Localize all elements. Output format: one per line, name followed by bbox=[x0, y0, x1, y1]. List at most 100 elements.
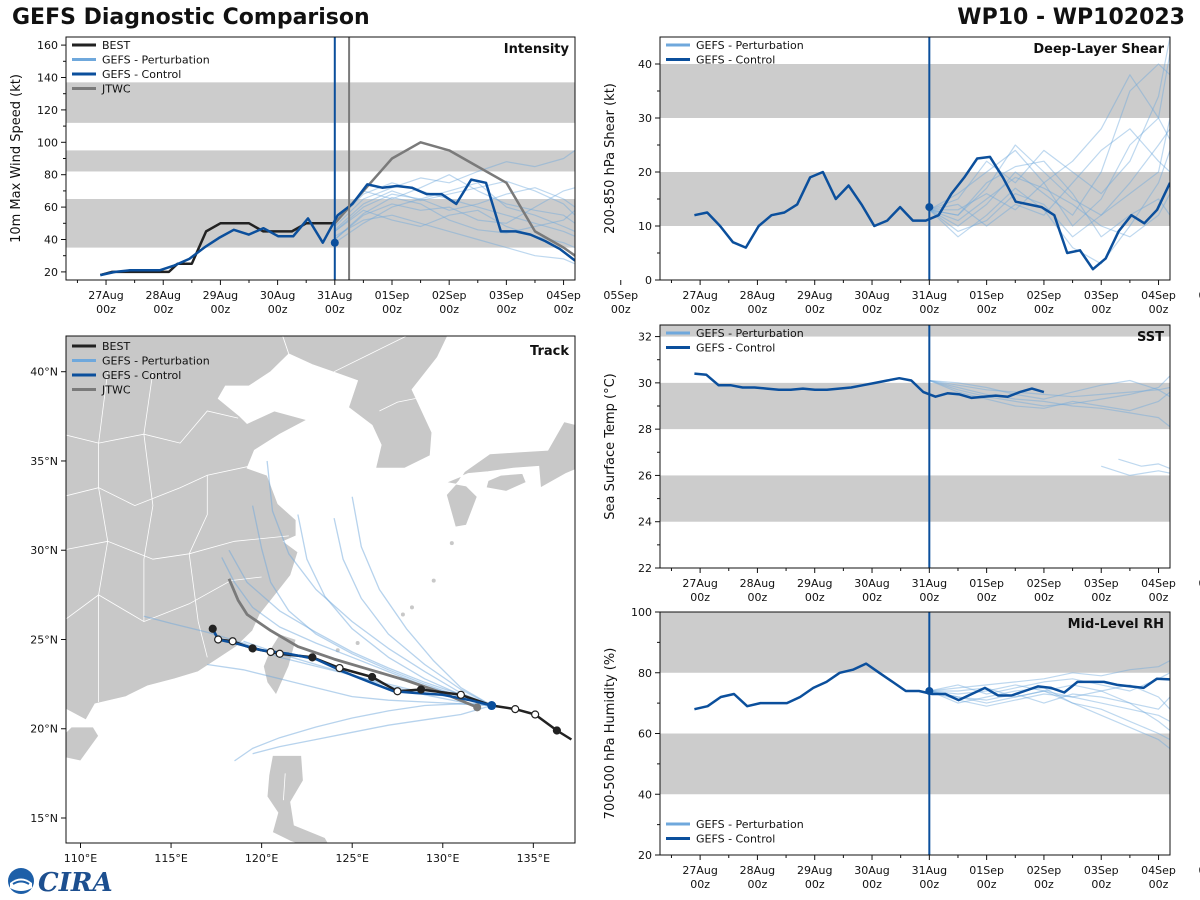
x-tick-label: 29Aug bbox=[203, 289, 238, 302]
perturbation-series-line bbox=[334, 214, 575, 265]
province-border bbox=[283, 773, 286, 801]
control-init-marker bbox=[925, 203, 934, 212]
y-tick-label: 28 bbox=[638, 423, 652, 436]
perturbation-series-line bbox=[1101, 465, 1170, 476]
x-tick-sublabel: 00z bbox=[977, 591, 997, 604]
shear-panel: 01020304027Aug00z28Aug00z29Aug00z30Aug00… bbox=[603, 36, 1200, 316]
x-tick-label: 29Aug bbox=[797, 864, 832, 877]
perturbation-series-line bbox=[929, 690, 1170, 722]
shaded-band bbox=[66, 82, 575, 123]
x-tick-label: 27Aug bbox=[682, 289, 717, 302]
panel-title: Intensity bbox=[504, 42, 570, 57]
perturbation-series-line bbox=[334, 174, 575, 224]
y-tick-label: 40°N bbox=[30, 366, 58, 379]
perturbation-series-line bbox=[929, 379, 1170, 412]
x-tick-label: 27Aug bbox=[682, 864, 717, 877]
control-init-marker bbox=[487, 701, 497, 711]
province-border bbox=[98, 371, 109, 702]
x-tick-label: 31Aug bbox=[317, 289, 352, 302]
x-tick-label: 03Sep bbox=[1084, 289, 1119, 302]
x-tick-label: 29Aug bbox=[797, 577, 832, 590]
perturbation-series-line bbox=[929, 375, 1170, 407]
x-tick-sublabel: 00z bbox=[977, 878, 997, 891]
island-land bbox=[293, 842, 295, 843]
legend-label: GEFS - Control bbox=[102, 68, 181, 81]
x-tick-sublabel: 00z bbox=[748, 303, 768, 316]
plot-frame bbox=[65, 335, 576, 844]
x-tick-sublabel: 00z bbox=[96, 303, 116, 316]
x-tick-sublabel: 00z bbox=[554, 303, 574, 316]
rh-plot-area bbox=[660, 612, 1170, 795]
perturbation-series-line bbox=[929, 672, 1170, 695]
shaded-band bbox=[660, 612, 1170, 673]
y-tick-label: 25°N bbox=[30, 633, 58, 646]
page-title: GEFS Diagnostic Comparison bbox=[12, 5, 370, 30]
x-tick-label: 115°E bbox=[154, 852, 187, 865]
x-tick-label: 31Aug bbox=[912, 864, 947, 877]
legend-label: JTWC bbox=[101, 384, 131, 397]
x-tick-sublabel: 00z bbox=[496, 303, 516, 316]
y-axis-label: 700-500 hPa Humidity (%) bbox=[603, 648, 618, 820]
x-tick-sublabel: 00z bbox=[1091, 303, 1111, 316]
x-tick-sublabel: 00z bbox=[1091, 591, 1111, 604]
perturbation-track-line bbox=[333, 517, 492, 707]
x-tick-sublabel: 00z bbox=[919, 303, 939, 316]
perturbation-series-line bbox=[929, 37, 1170, 211]
jtwc-series-line bbox=[333, 141, 575, 257]
x-tick-label: 30Aug bbox=[854, 864, 889, 877]
perturbation-track-line bbox=[351, 496, 493, 707]
best-track-point bbox=[228, 637, 237, 646]
track-panel: 110°E 115°E 120°E 125°E 130°E 135°E 15°N 20°N 25… bbox=[30, 335, 576, 865]
x-tick-sublabel: 00z bbox=[805, 591, 825, 604]
x-tick-label: 01Sep bbox=[969, 289, 1004, 302]
y-tick-label: 20 bbox=[638, 166, 652, 179]
x-tick-label: 01Sep bbox=[969, 864, 1004, 877]
x-tick-label: 02Sep bbox=[1027, 577, 1062, 590]
y-tick-label: 160 bbox=[37, 39, 58, 52]
perturbation-series-line bbox=[334, 182, 575, 232]
legend-label: GEFS - Perturbation bbox=[696, 327, 804, 340]
perturbation-track-line bbox=[252, 704, 492, 755]
y-axis-label: 10m Max Wind Speed (kt) bbox=[9, 74, 24, 243]
perturbation-series-line bbox=[929, 128, 1170, 227]
x-tick-sublabel: 00z bbox=[748, 591, 768, 604]
x-tick-label: 28Aug bbox=[740, 864, 775, 877]
x-tick-sublabel: 00z bbox=[919, 591, 939, 604]
legend-label: BEST bbox=[102, 39, 130, 52]
x-tick-sublabel: 00z bbox=[748, 878, 768, 891]
best-track-point bbox=[248, 644, 257, 653]
x-tick-label: 02Sep bbox=[432, 289, 467, 302]
control-series-line bbox=[100, 178, 575, 277]
x-tick-label: 05Sep bbox=[1198, 289, 1200, 302]
x-tick-label: 01Sep bbox=[375, 289, 410, 302]
x-tick-label: 04Sep bbox=[1141, 864, 1176, 877]
y-tick-label: 100 bbox=[631, 606, 652, 619]
y-tick-label: 60 bbox=[638, 728, 652, 741]
perturbation-series-line bbox=[929, 379, 1170, 400]
y-tick-label: 60 bbox=[44, 201, 58, 214]
y-tick-label: 20 bbox=[44, 266, 58, 279]
x-tick-label: 130°E bbox=[426, 852, 459, 865]
x-tick-sublabel: 00z bbox=[211, 303, 231, 316]
perturbation-series-line bbox=[334, 187, 575, 240]
y-tick-label: 35°N bbox=[30, 455, 58, 468]
x-tick-sublabel: 00z bbox=[1091, 878, 1111, 891]
perturbation-series-line bbox=[928, 128, 1170, 238]
perturbation-series-line bbox=[929, 379, 1170, 398]
y-tick-label: 30°N bbox=[30, 544, 58, 557]
province-border bbox=[188, 475, 208, 658]
legend-label: GEFS - Control bbox=[696, 54, 775, 67]
shaded-band bbox=[66, 150, 575, 172]
plot-frame bbox=[659, 36, 1171, 281]
x-tick-label: 28Aug bbox=[145, 289, 180, 302]
perturbation-series-line bbox=[334, 196, 575, 240]
x-tick-sublabel: 00z bbox=[1034, 303, 1054, 316]
legend-label: JTWC bbox=[101, 83, 131, 96]
perturbation-series-line bbox=[929, 176, 1170, 238]
perturbation-series-line bbox=[929, 690, 1170, 741]
best-series-line bbox=[99, 222, 335, 277]
best-track-point bbox=[266, 647, 275, 657]
x-tick-label: 04Sep bbox=[546, 289, 581, 302]
control-init-marker bbox=[925, 686, 934, 695]
perturbation-series-line bbox=[929, 379, 1170, 428]
